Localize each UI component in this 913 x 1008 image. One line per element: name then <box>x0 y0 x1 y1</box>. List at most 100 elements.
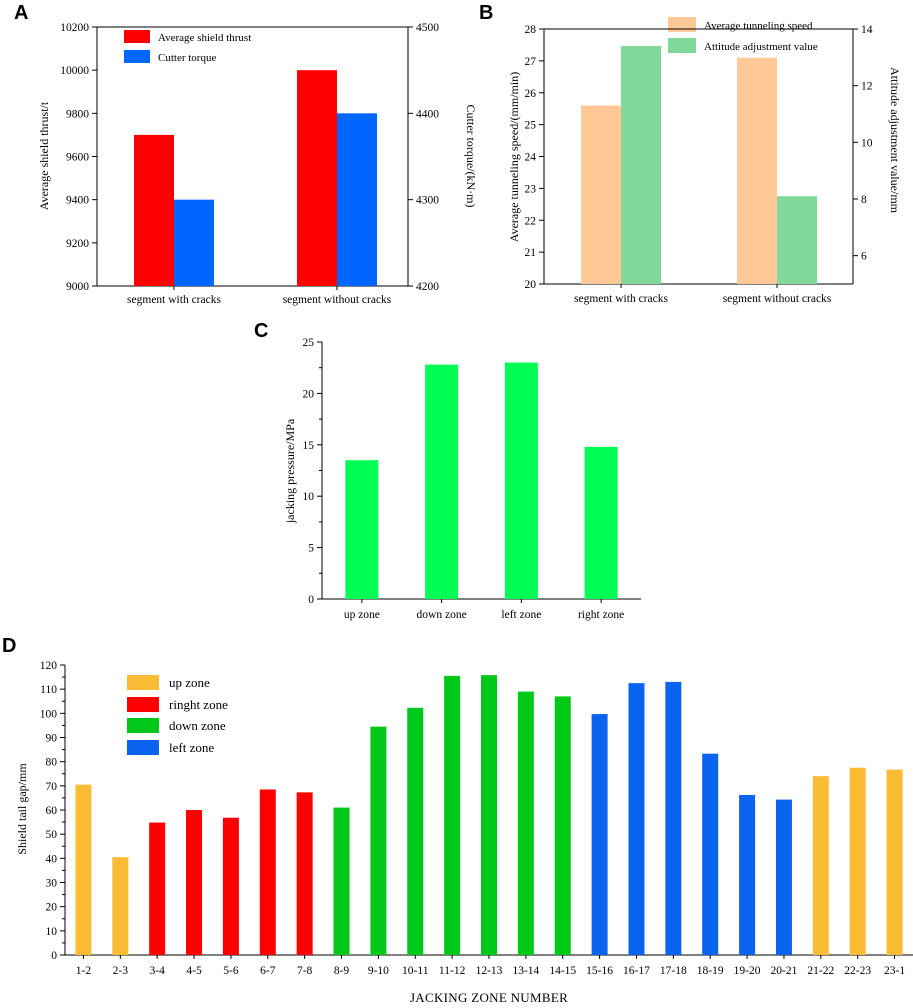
chart-c-xtick-label: up zone <box>344 609 380 621</box>
chart-d-xtick-label: 21-22 <box>807 965 834 977</box>
chart-b-speed-attitude: Average tunneling speed/(mm/min) Attitud… <box>507 17 902 305</box>
chart-c-ytick-label: 25 <box>303 337 315 349</box>
chart-d-xtick-label: 18-19 <box>697 965 724 977</box>
chart-d-bar <box>259 789 276 955</box>
chart-c-ytick-label: 15 <box>303 440 315 452</box>
chart-b-xtick-label: segment with cracks <box>574 293 668 305</box>
chart-d-xtick-label: 13-14 <box>512 965 539 977</box>
chart-d-legend-label-left: left zone <box>169 740 214 755</box>
chart-d-ytick-label: 100 <box>40 708 58 720</box>
chart-c-ytick-label: 20 <box>303 388 315 400</box>
chart-a-legend-label-torque: Cutter torque <box>158 52 216 64</box>
chart-d-bar <box>296 792 313 955</box>
chart-b-legend-swatch-speed <box>668 17 696 32</box>
chart-d-xtick-label: 16-17 <box>623 965 650 977</box>
chart-d-bar <box>333 807 350 955</box>
chart-c-bar <box>584 446 618 599</box>
chart-d-legend-swatch-left <box>127 740 159 755</box>
chart-b-ytick-label: 20 <box>525 279 537 291</box>
chart-b-bar-attitude <box>777 196 817 284</box>
chart-a-xtick-label: segment without cracks <box>283 294 392 306</box>
chart-a-legend-swatch-torque <box>124 50 150 63</box>
chart-b-ytick-label: 27 <box>525 56 537 68</box>
chart-d-ylabel: Shield tail gap/mm <box>15 763 29 855</box>
chart-c-jacking-pressure: jacking pressure/MPa 0 5 10 15 20 25 up zone do… <box>283 337 641 621</box>
chart-d-xtick-label: 9-10 <box>368 965 389 977</box>
chart-a-ytick-label: 9800 <box>66 108 89 120</box>
chart-d-xtick-label: 3-4 <box>150 965 166 977</box>
chart-a-shield-thrust-torque: Average shield thrust/t Cutter torque/(k… <box>37 22 478 306</box>
chart-b-xtick-label: segment without cracks <box>723 293 832 305</box>
chart-a-ytick-label: 9400 <box>66 195 89 207</box>
chart-b-ytick-label: 23 <box>525 183 537 195</box>
panel-label-d: D <box>2 635 16 657</box>
chart-d-bar <box>186 810 203 955</box>
chart-d-shield-tail-gap: Shield tail gap/mm JACKING ZONE NUMBER u… <box>15 660 913 1005</box>
chart-a-ytick-label: 9600 <box>66 152 89 164</box>
chart-b-bar-speed <box>581 105 621 284</box>
chart-d-xtick-label: 2-3 <box>113 965 129 977</box>
chart-d-bar <box>444 675 461 955</box>
chart-d-xtick-label: 17-18 <box>660 965 687 977</box>
chart-d-bar <box>407 707 424 955</box>
chart-d-xtick-label: 22-23 <box>844 965 871 977</box>
chart-d-xtick-label: 23-1 <box>884 965 905 977</box>
chart-d-legend-label-down: down zone <box>169 718 226 733</box>
chart-d-bar <box>702 753 719 955</box>
chart-c-xtick-label: down zone <box>417 609 467 621</box>
chart-c-xtick-label: left zone <box>501 609 541 621</box>
chart-d-ytick-label: 40 <box>46 853 58 865</box>
chart-d-ytick-label: 0 <box>51 950 57 962</box>
chart-b-ylabel-right: Attitude adjustment value/mm <box>888 67 902 214</box>
chart-d-bar <box>554 696 571 955</box>
chart-b-legend: Average tunneling speed Attitude adjustm… <box>668 17 818 53</box>
chart-d-bar <box>739 795 756 955</box>
chart-b-ytick-label: 25 <box>525 120 537 132</box>
chart-c-ylabel: jacking pressure/MPa <box>283 418 297 524</box>
chart-b-ytick-label: 21 <box>525 247 537 259</box>
chart-d-bar <box>665 681 682 955</box>
chart-d-bar <box>812 776 829 955</box>
chart-b-ytick-right-label: 10 <box>861 137 873 149</box>
chart-d-xlabel: JACKING ZONE NUMBER <box>410 990 568 1005</box>
chart-b-legend-label-attitude: Attitude adjustment value <box>704 41 818 53</box>
chart-d-xtick-label: 6-7 <box>260 965 276 977</box>
chart-d-ytick-label: 70 <box>46 781 58 793</box>
chart-a-ytick-label: 10000 <box>60 65 89 77</box>
chart-d-xtick-label: 5-6 <box>223 965 239 977</box>
chart-d-bar <box>849 767 866 955</box>
panel-label-b: B <box>479 2 493 24</box>
chart-c-bar <box>504 362 538 599</box>
chart-a-ytick-label: 9000 <box>66 281 89 293</box>
chart-c-bar <box>425 364 459 599</box>
chart-d-xtick-label: 8-9 <box>334 965 350 977</box>
chart-b-ytick-label: 26 <box>525 88 537 100</box>
chart-c-ytick-label: 10 <box>303 491 315 503</box>
chart-d-xtick-label: 20-21 <box>771 965 798 977</box>
chart-a-ytick-right-label: 4500 <box>416 22 439 34</box>
chart-d-ytick-label: 20 <box>46 902 58 914</box>
chart-d-bar <box>517 691 534 955</box>
chart-c-ytick-label: 0 <box>308 594 314 606</box>
chart-d-bar <box>628 683 645 955</box>
chart-a-ytick-label: 10200 <box>60 22 89 34</box>
chart-d-legend: up zone ringht zone down zone left zone <box>127 675 228 755</box>
chart-d-bar <box>75 784 92 955</box>
chart-d-ytick-label: 30 <box>46 878 58 890</box>
chart-a-ytick-right-label: 4300 <box>416 195 439 207</box>
chart-d-bar <box>481 675 497 955</box>
chart-a-ylabel-right: Cutter torque/(kN·m) <box>464 105 478 208</box>
chart-b-ytick-right-label: 8 <box>861 194 867 206</box>
chart-d-bar <box>370 726 387 955</box>
chart-d-xtick-label: 7-8 <box>297 965 313 977</box>
chart-d-xtick-label: 15-16 <box>586 965 613 977</box>
chart-a-ytick-right-label: 4400 <box>416 108 439 120</box>
chart-d-xtick-label: 12-13 <box>476 965 503 977</box>
chart-d-ytick-label: 120 <box>40 660 58 672</box>
chart-b-ytick-label: 22 <box>525 215 537 227</box>
chart-d-ytick-label: 110 <box>40 684 57 696</box>
chart-b-ytick-label: 28 <box>525 24 537 36</box>
chart-d-xtick-label: 4-5 <box>186 965 202 977</box>
chart-b-ytick-right-label: 14 <box>861 24 873 36</box>
